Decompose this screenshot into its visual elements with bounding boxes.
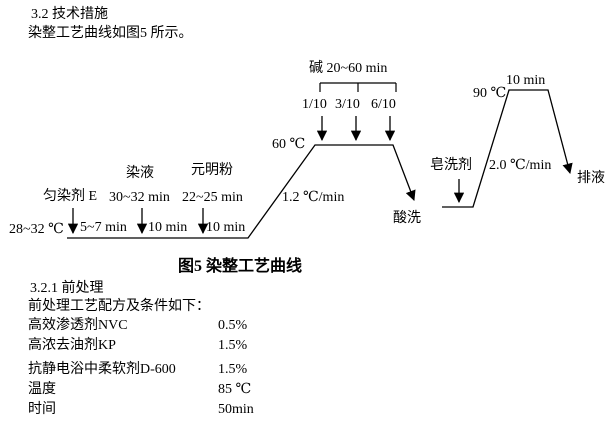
fraction-1-label: 1/10	[302, 97, 327, 112]
hold3-label: 10 min	[206, 220, 246, 235]
recipe-label: 时间	[28, 402, 56, 417]
recipe-value: 50min	[218, 402, 254, 417]
acid-wash-label: 酸洗	[393, 211, 421, 226]
hold2-label: 10 min	[148, 220, 188, 235]
recipe-row: 温度 85 ℃	[28, 382, 588, 400]
soap-agent-label: 皂洗剂	[430, 158, 472, 173]
drain-label: 排液	[577, 171, 605, 186]
recipe-label: 抗静电浴中柔软剂D-600	[28, 362, 176, 377]
recipe-label: 温度	[28, 382, 56, 397]
recipe-row: 抗静电浴中柔软剂D-600 1.5%	[28, 362, 588, 380]
leveling-agent-label: 匀染剂 E	[43, 189, 98, 204]
dyeing-curve-line	[67, 144, 416, 239]
temp-60-label: 60 ℃	[272, 137, 306, 152]
recipe-value: 1.5%	[218, 338, 248, 353]
soaping-curve-line	[442, 89, 573, 208]
dye-liquor-label: 染液	[126, 166, 154, 181]
recipe-row: 高效渗透剂NVC 0.5%	[28, 318, 588, 336]
figure-caption: 图5 染整工艺曲线	[178, 258, 303, 275]
recipe-value: 1.5%	[218, 362, 248, 377]
hold1-label: 5~7 min	[80, 220, 127, 235]
fraction-2-label: 3/10	[335, 97, 360, 112]
salt-time-label: 22~25 min	[182, 190, 243, 205]
fraction-3-label: 6/10	[371, 97, 396, 112]
glauber-salt-label: 元明粉	[191, 163, 233, 178]
recipe-label: 高浓去油剂KP	[28, 338, 116, 353]
alkali-bracket	[319, 82, 397, 92]
ramp2-label: 2.0 ℃/min	[489, 158, 552, 173]
start-temp-label: 28~32 ℃	[9, 222, 64, 237]
dye-time-label: 30~32 min	[109, 190, 170, 205]
recipe-value: 85 ℃	[218, 382, 252, 397]
pretreatment-intro: 前处理工艺配方及条件如下：	[28, 299, 210, 314]
ramp1-label: 1.2 ℃/min	[282, 190, 345, 205]
subsection-heading: 3.2.1 前处理	[30, 281, 104, 296]
hold4-label: 10 min	[506, 73, 546, 88]
alkali-label: 碱 20~60 min	[309, 61, 388, 76]
intro-line: 染整工艺曲线如图5 所示。	[28, 26, 193, 41]
recipe-value: 0.5%	[218, 318, 248, 333]
temp-90-label: 90 ℃	[473, 86, 507, 101]
recipe-row: 高浓去油剂KP 1.5%	[28, 338, 588, 356]
recipe-label: 高效渗透剂NVC	[28, 318, 128, 333]
section-heading: 3.2 技术措施	[31, 7, 108, 22]
recipe-row: 时间 50min	[28, 402, 588, 420]
